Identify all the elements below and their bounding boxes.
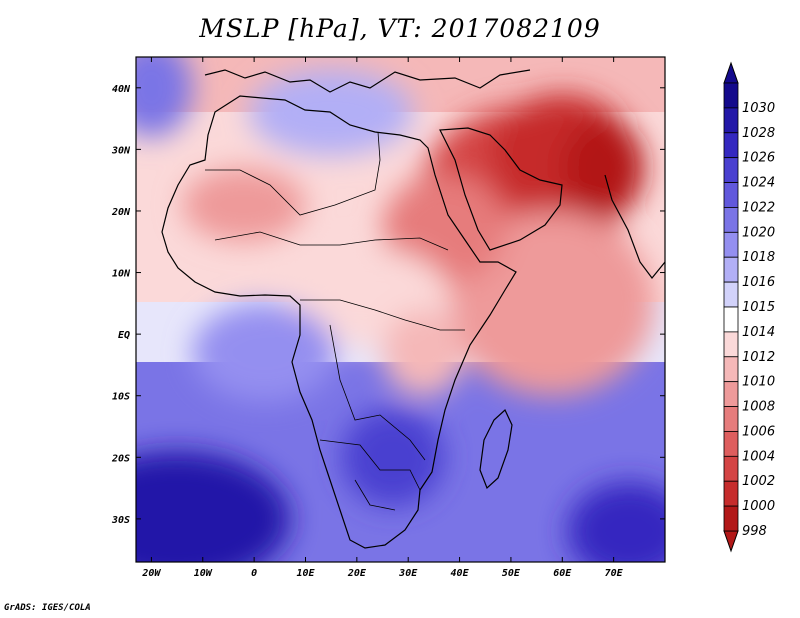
colorbar-label: 1024 — [742, 176, 775, 191]
lon-tick-label: 50E — [502, 568, 521, 579]
colorbar-swatch — [723, 356, 739, 383]
colorbar-swatch — [723, 157, 739, 183]
arabia-coastline — [439, 127, 563, 251]
colorbar-label: 1026 — [742, 151, 775, 166]
colorbar-label: 1012 — [742, 350, 775, 365]
colorbar-swatch — [723, 505, 739, 532]
colorbar-label: 1014 — [742, 325, 775, 340]
credit-text: GrADS: IGES/COLA — [4, 603, 91, 613]
lat-tick-label: 10N — [112, 269, 131, 280]
colorbar-swatch — [723, 256, 739, 283]
colorbar-label: 1008 — [742, 400, 775, 415]
lat-tick-label: 40N — [112, 84, 131, 95]
lat-tick-label: 30S — [111, 515, 130, 526]
madagascar-coastline — [479, 409, 513, 490]
pressure-region-east-africa — [382, 309, 465, 396]
pressure-region-south-indian-high — [567, 481, 665, 562]
colorbar-label: 1000 — [742, 499, 775, 514]
pressure-region-sahara-low — [182, 167, 306, 242]
colorbar-swatch — [723, 281, 739, 308]
colorbar-swatch — [723, 82, 739, 109]
colorbar-swatch — [723, 455, 739, 482]
colorbar-label: 1028 — [742, 126, 775, 141]
colorbar-label: 1022 — [742, 200, 775, 215]
colorbar-label: 1002 — [742, 474, 775, 489]
pressure-field — [136, 57, 665, 562]
colorbar-swatch — [723, 107, 739, 134]
pressure-region-asia-low-core — [562, 118, 645, 218]
europe-coastline — [204, 69, 531, 93]
plot-frame — [135, 56, 666, 563]
colorbar-label: 1016 — [742, 275, 775, 290]
lat-tick-label: EQ — [118, 330, 130, 341]
lon-tick-label: 70E — [605, 568, 624, 579]
lat-tick-label: 30N — [111, 145, 131, 156]
colorbar-swatch — [723, 132, 739, 159]
colorbar: 1030 1028 1026 1024 1022 1020 1018 1016 1015 1014… — [723, 61, 775, 553]
axes: 20W 10W 0 10E 20E 30E 40E 50E 60E 70E 40N 30N 20N 10N… — [111, 57, 665, 579]
colorbar-swatch — [723, 406, 739, 432]
lon-tick-label: 10E — [296, 568, 315, 579]
colorbar-swatch — [723, 231, 739, 258]
colorbar-label: 1030 — [742, 101, 775, 116]
colorbar-swatch — [723, 381, 739, 407]
lon-tick-label: 0 — [251, 568, 257, 579]
pressure-region-indian-ocean-low — [449, 210, 655, 396]
colorbar-label: 1020 — [742, 225, 775, 240]
colorbar-bottom-arrow — [723, 530, 739, 553]
pressure-region-gulf-of-guinea — [192, 303, 337, 402]
lat-tick-label: 20S — [111, 453, 130, 464]
lon-tick-label: 20E — [347, 568, 367, 579]
border-sahara — [205, 131, 381, 216]
lon-tick-label: 20W — [141, 568, 161, 579]
coastlines — [161, 69, 665, 549]
colorbar-swatch — [723, 182, 739, 208]
india-coastline — [604, 174, 665, 279]
map-plot-area — [135, 56, 666, 563]
colorbar-label: 998 — [742, 524, 767, 539]
lon-tick-label: 10W — [194, 568, 213, 579]
colorbar-swatch — [723, 480, 739, 507]
lat-tick-label: 10S — [112, 392, 130, 403]
colorbar-label: 1015 — [742, 300, 775, 315]
chart-title: MSLP [hPa], VT: 2017082109 — [199, 14, 601, 43]
border-central — [300, 299, 465, 461]
lon-tick-label: 60E — [553, 568, 572, 579]
lon-tick-label: 40E — [451, 568, 470, 579]
colorbar-swatch — [723, 207, 739, 233]
colorbar-label: 1010 — [742, 375, 775, 390]
colorbar-label: 1006 — [742, 424, 775, 439]
pressure-region-southern-africa-high — [341, 408, 445, 507]
colorbar-label: 1004 — [742, 449, 775, 464]
pressure-region-azores-high — [136, 57, 193, 138]
border-south — [319, 439, 421, 511]
lat-tick-label: 20N — [111, 207, 131, 218]
lon-tick-label: 30E — [398, 568, 418, 579]
colorbar-label: 1018 — [742, 250, 775, 265]
colorbar-swatch — [723, 306, 739, 333]
africa-coastline — [161, 95, 517, 549]
colorbar-top-arrow — [723, 61, 739, 84]
colorbar-swatch — [723, 431, 739, 457]
colorbar-swatch — [723, 331, 739, 358]
pressure-region-south-atlantic-high — [136, 451, 291, 562]
border-sahel — [214, 231, 449, 251]
